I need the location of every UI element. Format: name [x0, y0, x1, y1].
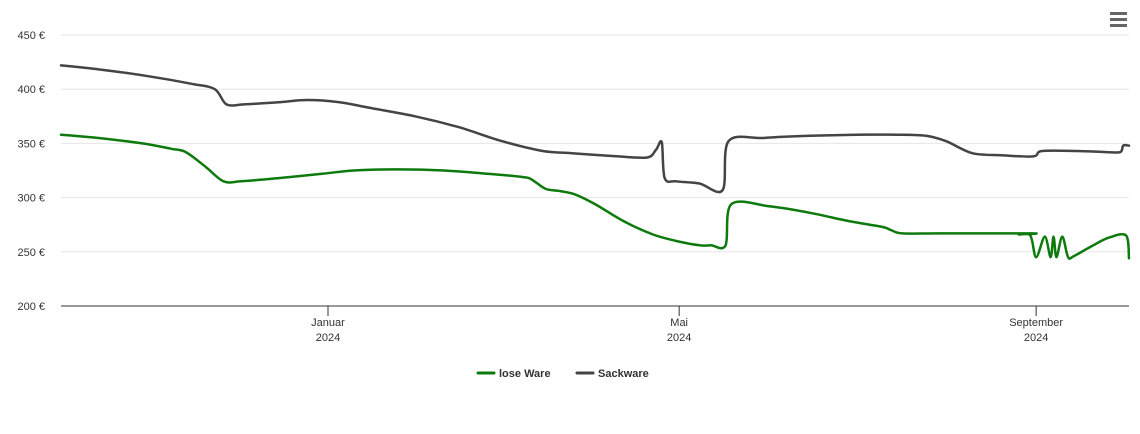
x-tick-label-month: September: [1009, 317, 1063, 329]
x-tick-label-year: 2024: [667, 332, 691, 344]
y-tick-label: 250 €: [17, 247, 45, 259]
y-axis: 200 € 250 € 300 € 350 € 400 € 450 €: [17, 30, 45, 313]
x-tick-label-year: 2024: [1024, 332, 1048, 344]
series-line-sackware: [59, 64, 1131, 194]
x-tick-label-month: Januar: [311, 317, 345, 329]
legend-label-lose-ware: lose Ware: [499, 368, 551, 380]
legend-item-lose-ware[interactable]: lose Ware: [476, 368, 551, 380]
x-tick-label-month: Mai: [670, 317, 688, 329]
y-tick-label: 450 €: [17, 30, 45, 42]
legend-item-sackware[interactable]: Sackware: [575, 368, 649, 380]
y-tick-label: 200 €: [17, 301, 45, 313]
y-tick-label: 400 €: [17, 84, 45, 96]
y-tick-label: 300 €: [17, 193, 45, 205]
x-tick-label-year: 2024: [316, 332, 340, 344]
legend[interactable]: lose Ware Sackware: [476, 368, 649, 380]
grid-lines: [61, 34, 1129, 253]
legend-label-sackware: Sackware: [598, 368, 649, 380]
plot-area: [59, 64, 1131, 260]
series-line-lose-ware: [59, 133, 1131, 260]
hamburger-menu-icon[interactable]: [1108, 12, 1130, 32]
x-axis: Januar 2024 Mai 2024 September 2024: [311, 306, 1063, 344]
y-tick-label: 350 €: [17, 138, 45, 150]
